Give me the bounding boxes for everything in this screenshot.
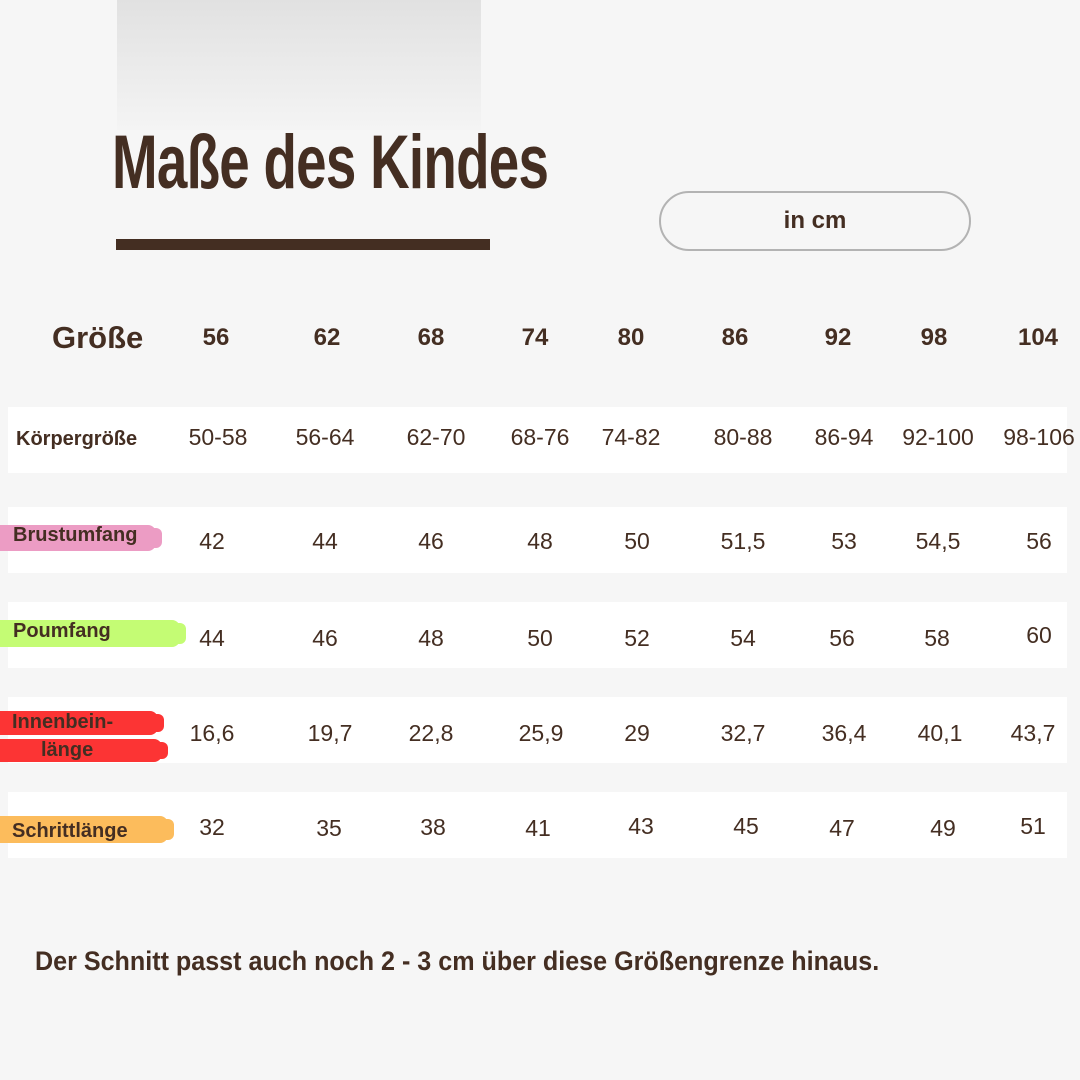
- table-cell: 47: [829, 815, 855, 841]
- table-cell: 40,1: [917, 720, 963, 746]
- table-cell: 32,7: [720, 720, 766, 746]
- table-row-koerpergroesse: [8, 407, 1067, 473]
- table-cell: 86-94: [814, 424, 874, 450]
- unit-label: in cm: [783, 207, 847, 234]
- pink-highlight-stroke: [0, 525, 162, 551]
- table-cell: 45: [733, 813, 759, 839]
- table-cell: 43: [628, 813, 654, 839]
- table-cell: 46: [312, 625, 338, 651]
- table-row-schrittlaenge: [8, 792, 1067, 858]
- footer-note: Der Schnitt passt auch noch 2 - 3 cm übe…: [35, 946, 880, 976]
- table-cell: 54: [730, 625, 756, 651]
- table-cell: 44: [199, 625, 225, 651]
- size-header: 80: [617, 324, 645, 351]
- table-cell: 92-100: [902, 424, 974, 450]
- table-cell: 35: [316, 815, 342, 841]
- table-cell: 50: [527, 625, 553, 651]
- size-header: 92: [824, 324, 852, 351]
- red-highlight-stroke: [0, 739, 168, 762]
- table-cell: 54,5: [915, 528, 961, 554]
- size-header: 86: [721, 324, 749, 351]
- table-cell: 44: [312, 528, 338, 554]
- table-cell: 98-106: [1003, 424, 1075, 450]
- table-cell: 42: [199, 528, 225, 554]
- size-header: 98: [920, 324, 948, 351]
- table-cell: 38: [420, 814, 446, 840]
- size-header: 74: [521, 324, 549, 351]
- table-cell: 32: [199, 814, 225, 840]
- orange-highlight-stroke: [0, 816, 174, 843]
- table-cell: 48: [527, 528, 553, 554]
- table-cell: 51: [1020, 813, 1046, 839]
- size-header: 104: [1017, 324, 1059, 351]
- table-cell: 50-58: [188, 424, 248, 450]
- table-cell: 16,6: [189, 720, 235, 746]
- table-cell: 29: [624, 720, 650, 746]
- size-header-label: Größe: [52, 320, 144, 355]
- row-label: Körpergröße: [16, 428, 138, 450]
- table-cell: 58: [924, 625, 950, 651]
- row-label: länge: [41, 739, 94, 761]
- table-cell: 49: [930, 815, 956, 841]
- table-cell: 80-88: [713, 424, 773, 450]
- row-label: Innenbein-: [12, 711, 114, 733]
- size-header: 56: [202, 324, 230, 351]
- size-header: 62: [313, 324, 341, 351]
- table-cell: 56-64: [295, 424, 355, 450]
- table-cell: 56: [829, 625, 855, 651]
- table-cell: 19,7: [307, 720, 353, 746]
- table-cell: 60: [1026, 622, 1052, 648]
- table-cell: 43,7: [1010, 720, 1056, 746]
- title-underline: [116, 239, 490, 250]
- table-cell: 41: [525, 815, 551, 841]
- table-cell: 52: [624, 625, 650, 651]
- red-highlight-stroke: [0, 711, 164, 735]
- page-title: Maße des Kindes: [112, 120, 549, 205]
- row-label: Poumfang: [13, 620, 111, 642]
- table-cell: 22,8: [408, 720, 454, 746]
- table-cell: 46: [418, 528, 444, 554]
- row-label: Schrittlänge: [12, 820, 128, 842]
- table-cell: 74-82: [601, 424, 661, 450]
- table-cell: 62-70: [406, 424, 466, 450]
- table-cell: 68-76: [510, 424, 570, 450]
- table-cell: 56: [1026, 528, 1052, 554]
- table-cell: 25,9: [518, 720, 564, 746]
- table-cell: 53: [831, 528, 857, 554]
- table-cell: 51,5: [720, 528, 766, 554]
- table-row-brustumfang: [8, 507, 1067, 573]
- table-row-innenbeinlaenge: [8, 697, 1067, 763]
- row-label: Brustumfang: [13, 524, 138, 546]
- table-cell: 36,4: [821, 720, 867, 746]
- table-cell: 50: [624, 528, 650, 554]
- decorative-gradient-box: [117, 0, 481, 130]
- table-cell: 48: [418, 625, 444, 651]
- size-header: 68: [417, 324, 445, 351]
- green-highlight-stroke: [0, 620, 186, 647]
- unit-badge: in cm: [659, 191, 971, 251]
